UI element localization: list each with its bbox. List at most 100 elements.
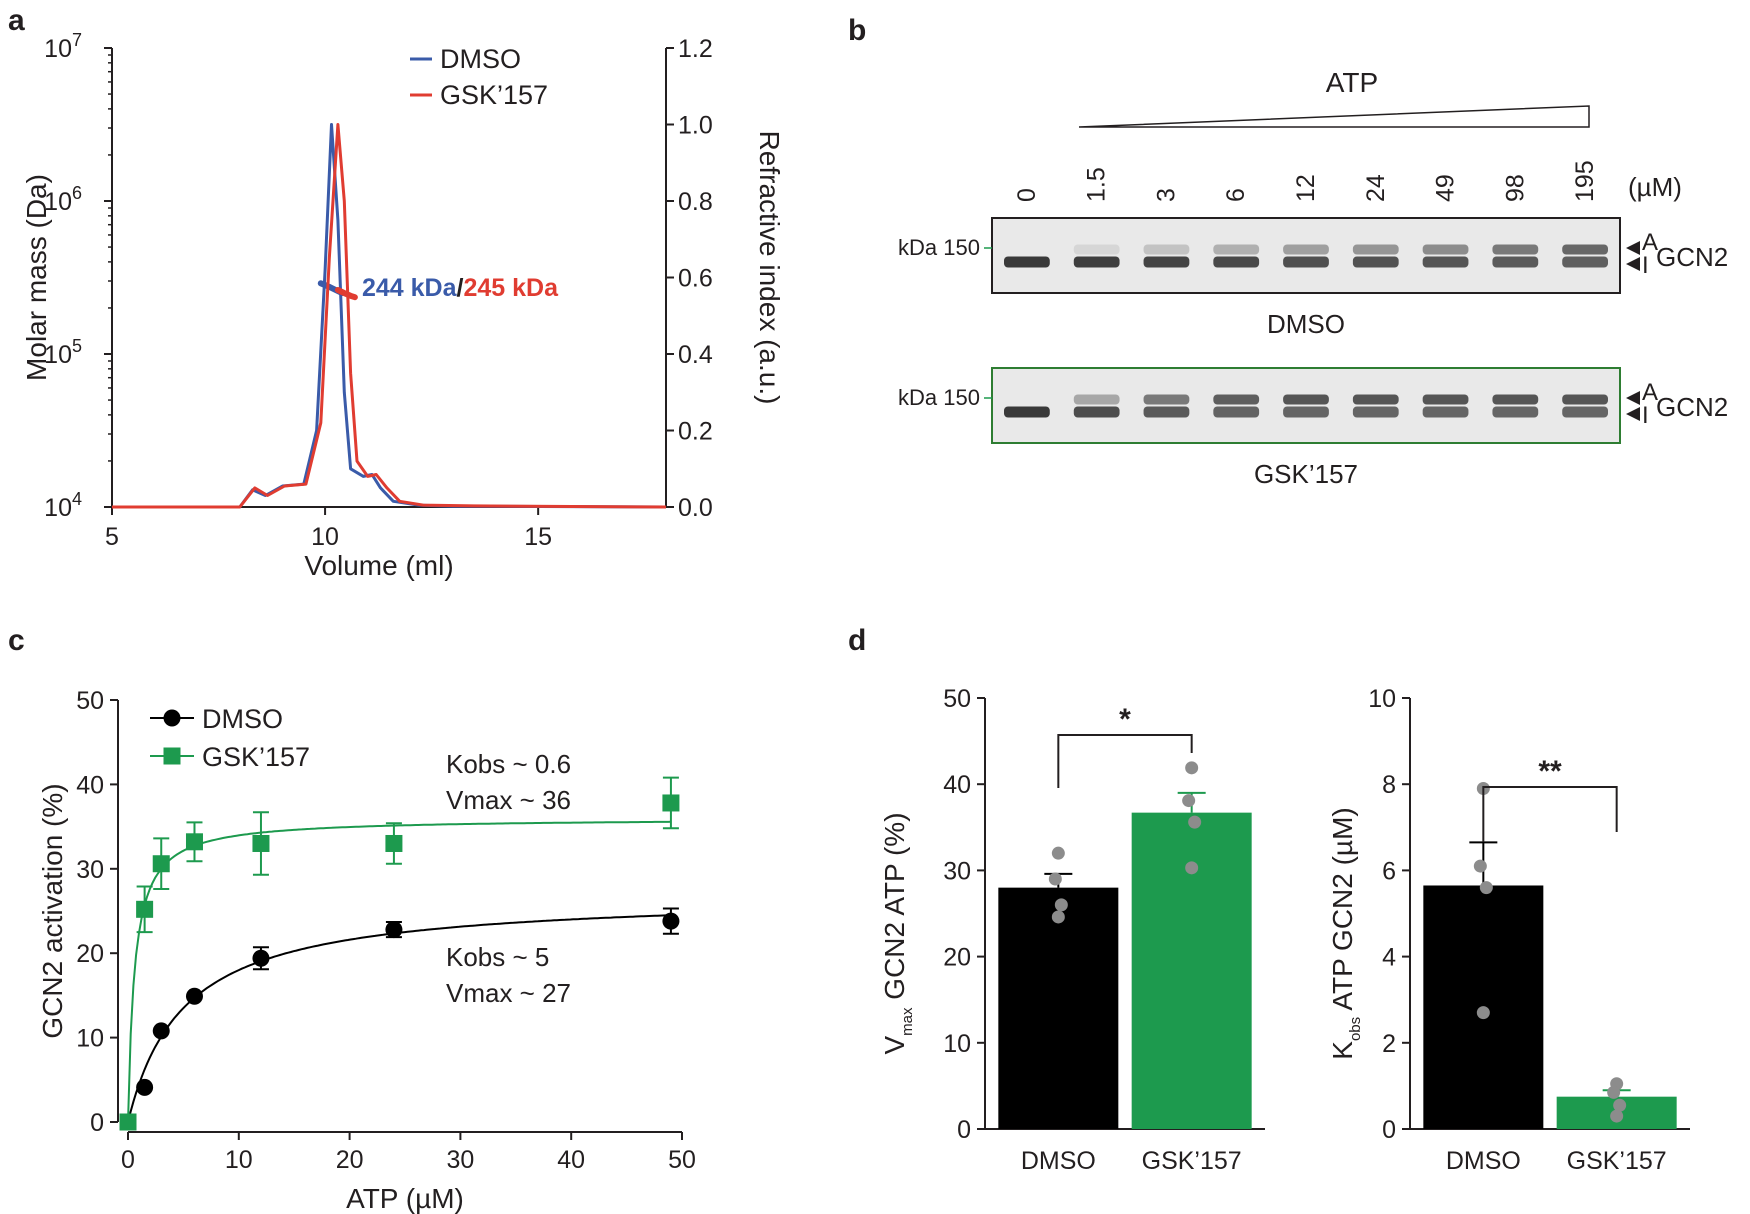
band-inactive [1213,406,1260,418]
x-tick-label: 30 [446,1146,474,1174]
x-axis-label: Volume (ml) [304,550,453,581]
replicate-point [1188,815,1202,829]
y-tick-label: 20 [76,940,104,968]
lane-concentration: 195 [1571,160,1599,202]
significance-bracket [1057,734,1193,788]
replicate-point [1051,910,1065,924]
legend-label: GSK’157 [202,742,310,772]
lane-concentration: 12 [1292,174,1320,202]
y-tick-label: 30 [76,856,104,884]
x-tick-label: 15 [524,523,552,551]
y-tick-label: 30 [943,857,971,885]
y-tick-label: 107 [44,30,82,63]
y-tick-base: 10 [44,494,72,522]
y-tick-label: 4 [1382,944,1396,972]
y-tick-label: 106 [44,183,82,216]
lane-concentration: 0 [1013,188,1041,202]
replicate-point [1613,1098,1627,1112]
band-inactive [1422,256,1469,268]
data-point-gsk157 [185,833,203,851]
x-tick-label: 5 [105,523,119,551]
panel-label-c: c [8,624,25,657]
fit-annotation-line2: Vmax ~ 27 [446,978,571,1008]
replicate-point [1185,761,1199,775]
legend-label: DMSO [440,44,521,74]
band-inactive [1073,256,1120,268]
y-axis-label-sub: max [899,1007,916,1036]
replicate-point [1051,846,1065,860]
y2-axis-label: Refractive index (a.u.) [754,131,785,405]
y-axis-label-main: V [879,1036,910,1055]
mass-annotation: 244 kDa/245 kDa [362,274,559,302]
fit-annotation-line1: Kobs ~ 0.6 [446,749,571,779]
y-tick-label: 50 [76,687,104,715]
y2-tick-label: 1.2 [678,35,713,63]
band-inactive [1492,406,1539,418]
lane-concentration: 24 [1362,174,1390,202]
replicate-point [1473,859,1487,873]
y-tick-label: 105 [44,336,82,369]
y2-tick-label: 0.4 [678,341,713,369]
y-tick-label: 20 [943,944,971,972]
y-axis-label: Molar mass (Da) [21,174,52,381]
band-active [1283,394,1329,405]
y-axis-label-main: K [1327,1041,1358,1060]
data-point-dmso [662,912,680,930]
y-tick-exp: 6 [72,183,82,203]
y-tick-label: 2 [1382,1030,1396,1058]
lane-concentration: 3 [1152,188,1180,202]
y2-tick-label: 0.8 [678,188,713,216]
concentration-unit: (µM) [1628,172,1682,202]
y2-tick-label: 1.0 [678,112,713,140]
significance-stars: ** [1538,755,1562,788]
replicate-point [1185,861,1199,875]
gel-condition-label: DMSO [1267,309,1345,339]
band-label-inactive: I [1642,402,1649,429]
mass-annotation-gsk: 245 kDa [463,274,559,302]
band-active [1283,244,1329,255]
y-axis-label-rest: GCN2 ATP (%) [879,812,910,1007]
y-tick-label: 10 [943,1030,971,1058]
band-active [1492,244,1539,255]
lane-concentration: 98 [1501,174,1529,202]
y2-tick-label: 0.6 [678,265,713,293]
band-inactive [1073,406,1120,418]
y-tick-label: 40 [76,771,104,799]
y-tick-label: 40 [943,771,971,799]
bar-1 [1131,812,1252,1129]
category-label: DMSO [1021,1147,1096,1175]
band-active [1213,394,1260,405]
mass-annotation-separator: / [457,274,464,302]
legend-marker [163,709,181,727]
y-tick-label: 10 [76,1025,104,1053]
lane-concentration: 49 [1432,174,1460,202]
y-tick-label: 0 [90,1109,104,1137]
band-inactive [1004,256,1050,268]
marker-label: kDa 150 [898,385,980,410]
band-inactive [1143,406,1190,418]
fit-curve-0 [127,914,671,1123]
band-active [1492,394,1539,405]
x-tick-label: 40 [557,1146,585,1174]
band-inactive [1283,256,1329,268]
arrow-active [1626,241,1640,255]
x-tick-label: 50 [668,1146,696,1174]
band-active [1562,244,1608,255]
data-point-gsk157 [252,834,270,852]
arrow-active [1626,391,1640,405]
y-tick-exp: 5 [72,336,82,356]
band-active [1143,394,1190,405]
marker-label: kDa 150 [898,235,980,260]
band-active [1562,394,1608,405]
replicate-point [1054,898,1068,912]
x-tick-label: 10 [225,1146,253,1174]
y-tick-base: 10 [44,188,72,216]
y-tick-base: 10 [44,341,72,369]
band-inactive [1562,406,1608,418]
y2-tick-label: 0.0 [678,494,713,522]
replicate-point [1476,1006,1490,1020]
